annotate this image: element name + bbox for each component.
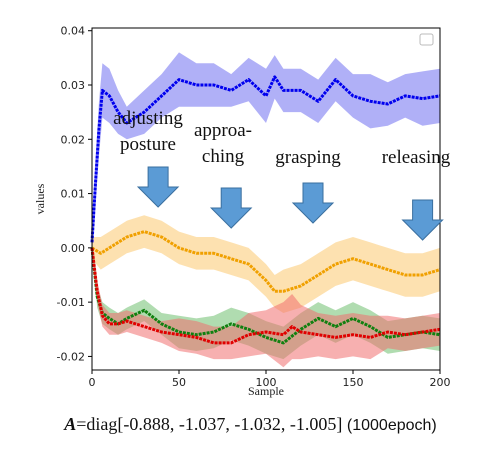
series-1-band [92, 52, 440, 259]
phase-label: releasing [382, 147, 451, 168]
figure-caption: A=diag[-0.888, -1.037, -1.032, -1.005] (… [0, 414, 501, 435]
caption-matrix-symbol: A [64, 414, 77, 434]
y-tick-label: -0.01 [57, 296, 85, 309]
x-tick-label: 150 [343, 376, 364, 389]
y-tick-label: 0.02 [61, 133, 86, 146]
down-arrow-icon [136, 166, 180, 208]
y-tick-label: 0.03 [61, 79, 86, 92]
y-tick-label: 0.00 [61, 242, 86, 255]
phase-annotations: adjusting posture approa-ching grasping rele… [113, 108, 451, 241]
phase-label: approa- [194, 120, 252, 141]
phase-label: ching [202, 146, 245, 167]
y-axis-title: values [33, 183, 47, 214]
confidence-bands [92, 52, 440, 368]
y-tick-label: -0.02 [57, 350, 85, 363]
series-2-band [92, 215, 440, 313]
series-lines [90, 75, 441, 345]
down-arrow-icon [401, 199, 444, 241]
y-tick-label: 0.01 [61, 188, 86, 201]
series-4-line [90, 247, 441, 345]
series-3-line [90, 247, 441, 345]
caption-epoch: (1000epoch) [346, 417, 437, 434]
x-axis-title: Sample [248, 384, 284, 398]
x-tick-label: 100 [256, 376, 277, 389]
series-1-line [90, 75, 441, 243]
x-tick-label: 0 [89, 376, 96, 389]
legend-box [419, 33, 434, 46]
phase-label: adjusting [113, 108, 183, 129]
x-tick-label: 200 [430, 376, 451, 389]
series-2-line [91, 230, 441, 293]
y-tick-label: 0.04 [61, 25, 86, 38]
caption-formula: =diag[-0.888, -1.037, -1.032, -1.005] [76, 414, 347, 434]
y-axis-ticks: -0.02 -0.01 0.00 0.01 0.02 0.03 0.04 [57, 25, 92, 363]
line-chart: 0 50 100 150 200 -0.02 -0.01 0.00 0.01 0.02 0.03 0… [33, 25, 451, 398]
x-axis-ticks: 0 50 100 150 200 [89, 370, 451, 389]
down-arrow-icon [209, 187, 253, 229]
phase-label: posture [120, 134, 176, 155]
phase-label: grasping [275, 147, 341, 168]
down-arrow-icon [291, 182, 335, 224]
x-tick-label: 50 [172, 376, 186, 389]
